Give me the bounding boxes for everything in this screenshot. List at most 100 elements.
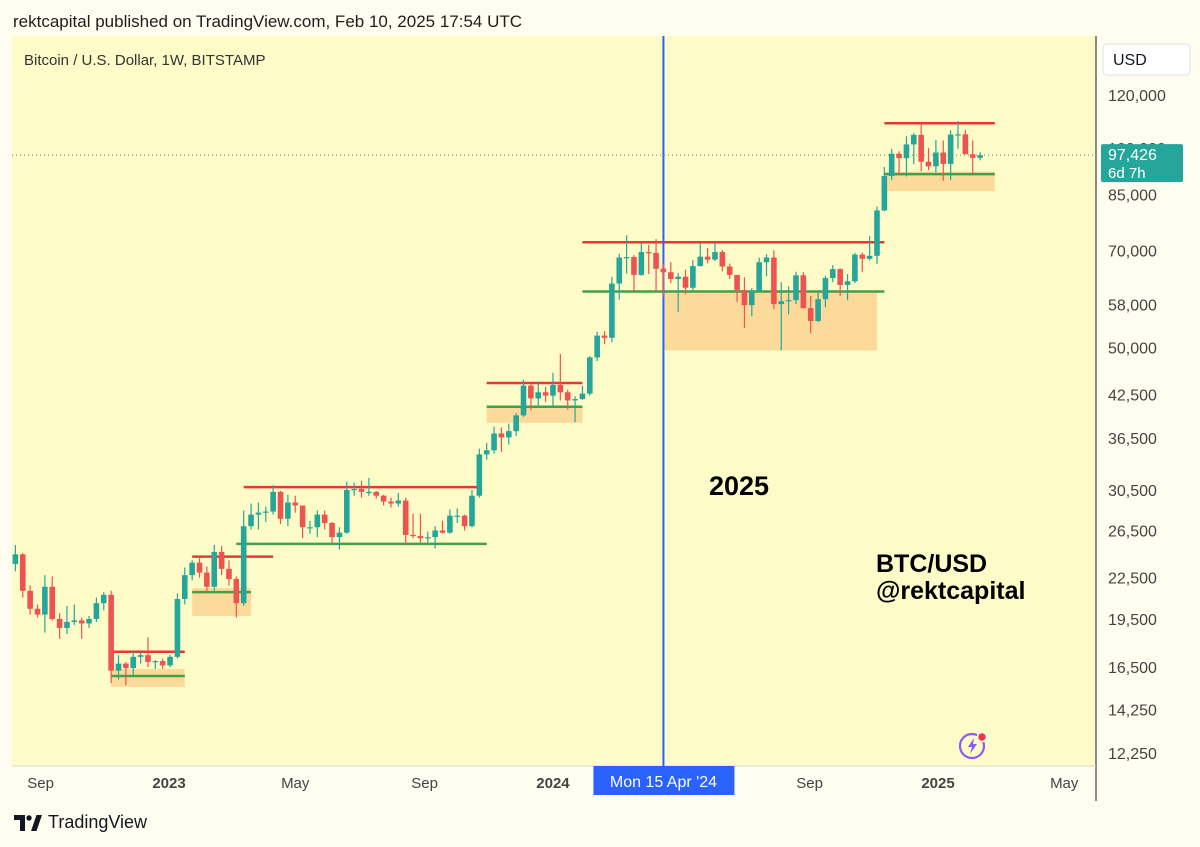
candle-down	[660, 263, 667, 297]
candle-body	[734, 274, 740, 291]
candle-up	[424, 531, 431, 543]
candle-up	[947, 130, 954, 181]
candle-body	[947, 134, 954, 164]
candle-body	[93, 603, 100, 619]
candle-body	[196, 562, 203, 573]
candle-body	[358, 489, 365, 492]
price-tick-label: 50,000	[1108, 340, 1157, 357]
candle-body	[432, 530, 438, 538]
candle-body	[896, 153, 902, 159]
candle-down	[78, 617, 85, 639]
candle-body	[233, 578, 240, 604]
chart-area[interactable]: Bitcoin / U.S. Dollar, 1W, BITSTAMP USD …	[12, 36, 1198, 806]
candle-body	[888, 153, 895, 177]
candle-down	[277, 490, 284, 525]
lightning-icon[interactable]	[958, 731, 988, 760]
candle-body	[402, 500, 409, 535]
candle-up	[336, 527, 343, 550]
candle-down	[837, 268, 843, 296]
candle-down	[653, 239, 659, 292]
candle-up	[137, 651, 144, 664]
candle-down	[564, 389, 571, 410]
candle-down	[145, 637, 151, 668]
price-chart[interactable]: Bitcoin / U.S. Dollar, 1W, BITSTAMP USD …	[12, 36, 1198, 806]
candle-body	[697, 256, 704, 267]
candle-up	[476, 448, 483, 498]
candle-up	[911, 132, 917, 165]
demand-zone	[663, 292, 877, 351]
time-tick-label: 2023	[152, 775, 185, 792]
candle-up	[763, 254, 770, 277]
candle-down	[896, 151, 902, 176]
candle-up	[977, 152, 983, 161]
candle-body	[572, 399, 578, 401]
candle-up	[616, 253, 623, 300]
candle-body	[145, 655, 151, 662]
crosshair-date-box	[593, 766, 735, 795]
candle-up	[86, 616, 92, 628]
candle-body	[631, 257, 637, 275]
candle-body	[623, 257, 630, 259]
price-tick-label: 22,500	[1108, 571, 1157, 588]
candle-down	[940, 140, 947, 181]
tradingview-logo[interactable]: TradingView	[14, 812, 147, 833]
candle-up	[93, 597, 100, 622]
candle-up	[12, 545, 19, 572]
candle-body	[476, 454, 483, 496]
time-tick-label: May	[281, 775, 310, 792]
candle-body	[285, 502, 291, 519]
candle-up	[623, 235, 630, 274]
candle-body	[785, 300, 792, 302]
candle-body	[830, 269, 836, 279]
candle-body	[645, 252, 652, 254]
last-price-label: 97,426 6d 7h	[1101, 144, 1183, 183]
candle-down	[918, 124, 924, 172]
candle-up	[793, 271, 799, 305]
candle-body	[461, 515, 468, 527]
candle-up	[100, 592, 107, 611]
candle-up	[572, 396, 578, 423]
candle-up	[248, 503, 254, 530]
candle-body	[852, 254, 858, 282]
candle-body	[653, 252, 659, 269]
currency-box[interactable]: USD	[1102, 43, 1191, 76]
candle-body	[609, 283, 615, 338]
candle-up	[822, 275, 829, 308]
candle-down	[771, 250, 777, 310]
candle-body	[969, 154, 976, 158]
candle-down	[734, 274, 740, 303]
plot-background	[12, 36, 1096, 766]
candle-body	[771, 257, 777, 305]
candle-body	[137, 655, 144, 657]
candle-up	[152, 660, 159, 669]
handle-annotation: @rektcapital	[876, 577, 1025, 605]
candle-body	[108, 594, 114, 671]
demand-zones	[111, 171, 995, 688]
candle-down	[380, 494, 387, 506]
candle-body	[793, 275, 799, 301]
candle-up	[130, 651, 137, 676]
candle-down	[299, 505, 306, 539]
candle-down	[329, 521, 335, 543]
candle-up	[933, 139, 939, 173]
lightning-icon-dot	[976, 731, 988, 743]
time-tick-label: Sep	[796, 775, 823, 792]
candle-body	[78, 620, 85, 624]
candle-down	[373, 490, 380, 499]
candle-body	[189, 562, 195, 576]
candle-up	[181, 567, 188, 605]
currency-label: USD	[1113, 52, 1147, 69]
candle-down	[528, 384, 534, 411]
candle-down	[461, 514, 468, 531]
price-tick-label: 85,000	[1108, 187, 1157, 204]
candle-down	[321, 510, 328, 530]
candle-body	[373, 491, 380, 496]
currency-box-frame	[1102, 43, 1191, 76]
price-tick-label: 14,250	[1108, 702, 1157, 719]
candle-up	[343, 481, 350, 534]
pair-annotation: BTC/USD	[876, 550, 987, 578]
candle-up	[903, 136, 910, 177]
candle-up	[255, 502, 262, 530]
demand-zone	[486, 406, 583, 423]
publisher-header: rektcapital published on TradingView.com…	[13, 12, 523, 31]
